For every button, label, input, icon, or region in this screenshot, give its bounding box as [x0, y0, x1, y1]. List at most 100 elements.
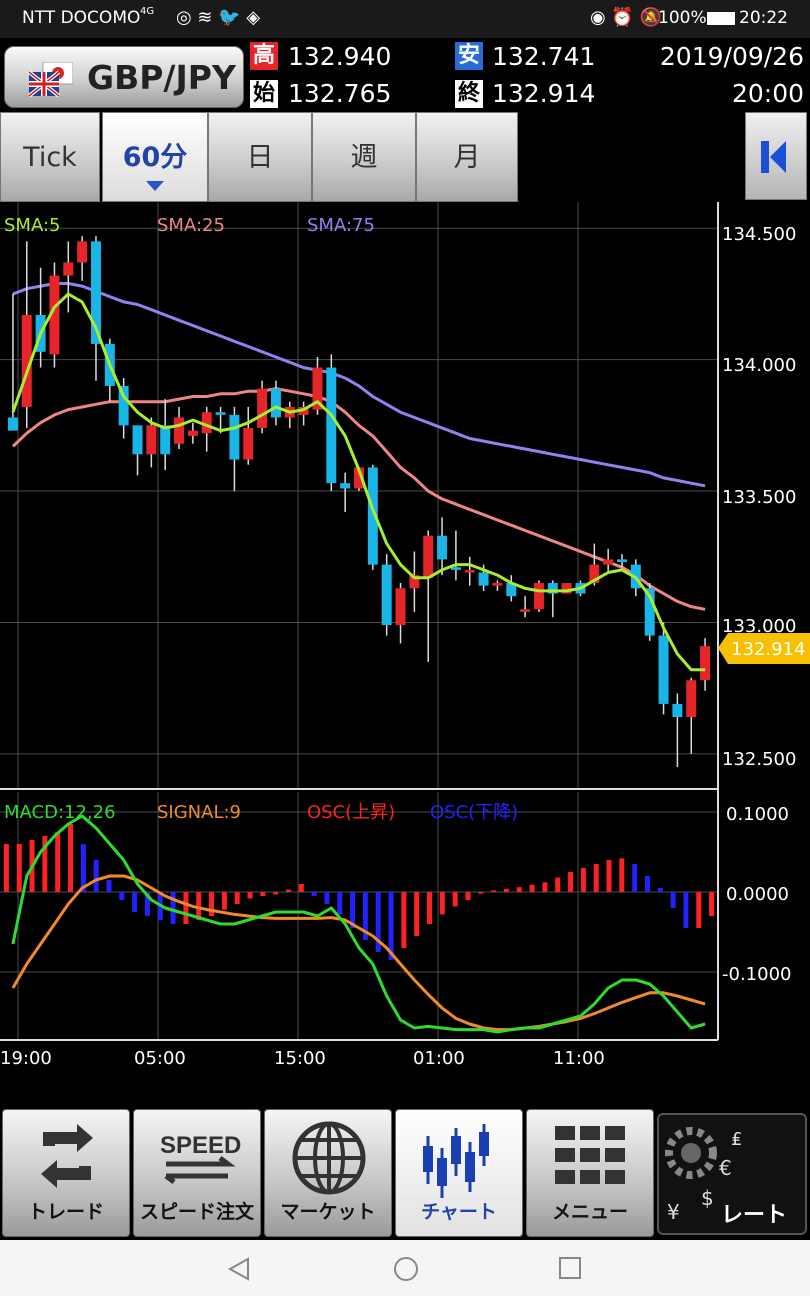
candle-body — [672, 703, 683, 718]
sma75-line — [12, 282, 706, 488]
price-tick: 134.000 — [722, 355, 796, 376]
candle-body — [644, 588, 655, 636]
candle-body — [118, 385, 129, 426]
macd-tick: 0.1000 — [726, 804, 789, 825]
time-tick: 19:00 — [0, 1048, 52, 1069]
candle-body — [243, 427, 254, 460]
candle-body — [187, 430, 198, 436]
macd-tick: 0.0000 — [726, 884, 789, 905]
candle-body — [201, 412, 212, 434]
globe-icon — [292, 1121, 366, 1195]
candle-body — [589, 564, 600, 584]
signal-legend: SIGNAL:9 — [157, 802, 241, 823]
grid-menu-icon — [555, 1126, 625, 1184]
close-price: 132.914 — [492, 79, 596, 108]
tab-60min-label: 60分 — [122, 142, 188, 173]
selected-caret-icon — [146, 181, 164, 191]
candle-body — [450, 567, 461, 570]
candle-body — [381, 564, 392, 626]
collapse-left-icon — [761, 141, 786, 173]
candle-body — [478, 572, 489, 586]
system-navigation-bar — [0, 1240, 810, 1296]
candle-body — [506, 583, 517, 597]
candle-body — [7, 417, 18, 431]
sma25-legend: SMA:25 — [157, 215, 225, 236]
uk-jp-flag-icon — [29, 62, 73, 98]
back-icon[interactable] — [226, 1256, 252, 1282]
low-label: 安 — [455, 42, 483, 70]
sma5-line — [11, 292, 706, 672]
tab-60min[interactable]: 60分 — [102, 112, 208, 202]
price-tick: 132.500 — [722, 749, 796, 770]
recents-icon[interactable] — [558, 1256, 582, 1280]
currency-gear-icon: ₤ € $ ¥ — [665, 1127, 741, 1224]
candle-body — [437, 535, 448, 560]
nav-speed-order-button[interactable]: SPEED スピード注文 — [133, 1109, 261, 1237]
macd-tick: -0.1000 — [722, 964, 791, 985]
speed-icon: SPEED — [160, 1132, 241, 1184]
quote-time: 20:00 — [731, 79, 804, 108]
sma75-legend: SMA:75 — [307, 215, 375, 236]
candle-body — [63, 262, 74, 276]
candle-body — [547, 583, 558, 594]
candle-body — [658, 635, 669, 704]
svg-text:$: $ — [701, 1186, 714, 1210]
candle-body — [395, 588, 406, 626]
osc-up-legend: OSC(上昇) — [307, 802, 395, 823]
nav-menu-button[interactable]: メニュー — [526, 1109, 654, 1237]
battery-label: 100% — [658, 8, 707, 28]
macd-panel — [3, 814, 715, 1034]
candlestick-chart-icon — [423, 1124, 489, 1198]
currency-pair-button[interactable]: GBP/JPY — [4, 46, 244, 108]
quote-header: GBP/JPY 高 132.940 始 132.765 安 132.741 終 … — [0, 38, 810, 110]
candle-body — [77, 241, 88, 263]
candle-body — [423, 535, 434, 578]
price-chart[interactable]: SMA:5 SMA:25 SMA:75 134.500 134.000 133.… — [0, 202, 810, 1102]
battery-icon — [707, 12, 735, 25]
tab-day[interactable]: 日 — [208, 112, 312, 202]
nav-trade-button[interactable]: トレード — [2, 1109, 130, 1237]
candle-body — [520, 609, 531, 612]
quote-date: 2019/09/26 — [659, 42, 804, 71]
svg-text:€: € — [719, 1156, 732, 1180]
tab-week[interactable]: 週 — [312, 112, 416, 202]
price-tick: 133.500 — [722, 487, 796, 508]
high-label: 高 — [250, 42, 278, 70]
timeframe-tabs: Tick 60分 日 週 月 — [0, 110, 810, 202]
candle-body — [132, 425, 143, 455]
candle-body — [21, 314, 32, 407]
clock: 20:22 — [739, 8, 788, 28]
current-price-label: 132.914 — [731, 639, 805, 660]
carrier-label: NTT DOCOMO — [22, 8, 141, 28]
bottom-navigation: トレード SPEED スピード注文 マーケット — [0, 1105, 810, 1240]
candle-body — [367, 467, 378, 565]
price-tick: 133.000 — [722, 616, 796, 637]
candle-body — [561, 583, 572, 594]
currency-pair-label: GBP/JPY — [87, 58, 236, 97]
low-price: 132.741 — [492, 42, 596, 71]
home-icon[interactable] — [392, 1255, 420, 1283]
wifi-icon: ◎ ≋ 🐦 ◈ — [176, 7, 261, 28]
candle-body — [354, 467, 364, 489]
nav-rate-label: レート — [721, 1203, 788, 1228]
candle-body — [90, 241, 101, 344]
candle-body — [312, 367, 323, 410]
nav-chart-button[interactable]: チャート — [395, 1109, 523, 1237]
chart-grid — [0, 202, 719, 1041]
candle-body — [464, 569, 475, 573]
nav-rate-button[interactable]: ₤ € $ ¥ レート — [657, 1113, 807, 1235]
macd-legend: MACD:12,26 — [4, 802, 116, 823]
trade-arrows-icon — [41, 1124, 93, 1188]
tab-month[interactable]: 月 — [416, 112, 518, 202]
svg-text:₤: ₤ — [731, 1129, 741, 1150]
svg-text:¥: ¥ — [667, 1200, 680, 1224]
signal-line — [11, 874, 706, 1032]
nav-chart-label: チャート — [421, 1201, 497, 1223]
tab-tick[interactable]: Tick — [0, 112, 100, 202]
open-label: 始 — [250, 80, 278, 108]
nav-market-button[interactable]: マーケット — [264, 1109, 392, 1237]
high-price: 132.940 — [288, 42, 392, 71]
sma-lines — [11, 282, 706, 611]
side-panel-toggle-button[interactable] — [745, 112, 807, 200]
candle-body — [686, 680, 697, 718]
